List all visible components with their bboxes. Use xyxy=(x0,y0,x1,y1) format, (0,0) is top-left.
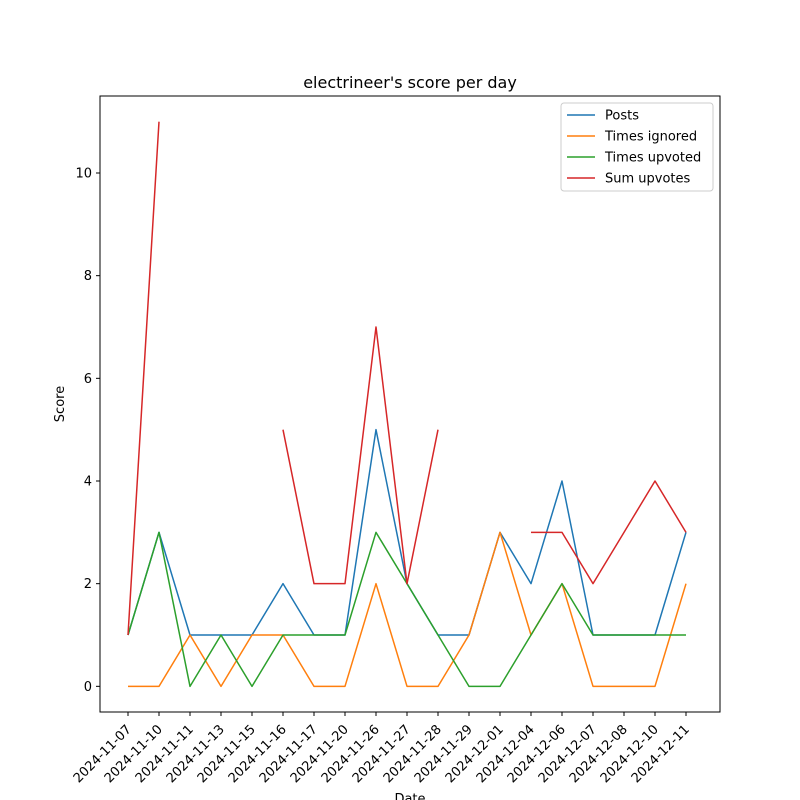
series-line-3 xyxy=(127,531,686,688)
y-tick-label: 0 xyxy=(84,680,92,695)
y-axis-ticks: 0 2 4 6 8 10 xyxy=(75,167,100,695)
plot-frame xyxy=(99,95,721,713)
y-axis-label: Score xyxy=(53,386,68,422)
series-lines xyxy=(127,121,687,688)
y-tick-label: 10 xyxy=(75,167,92,182)
series-line-2 xyxy=(128,531,687,688)
legend-box xyxy=(560,102,714,192)
x-axis-label: Date xyxy=(394,792,425,800)
legend-label: Times upvoted xyxy=(604,151,701,166)
y-tick-label: 2 xyxy=(84,577,92,592)
legend: Posts Times ignored Times upvoted Sum upvot… xyxy=(560,102,714,192)
legend-label: Posts xyxy=(605,109,639,124)
legend-label: Times ignored xyxy=(604,130,697,145)
y-tick-label: 6 xyxy=(84,372,92,387)
x-axis-ticks: 2024-11-072024-11-102024-11-112024-11-13… xyxy=(71,712,693,786)
y-tick-label: 8 xyxy=(84,269,92,284)
y-tick-label: 4 xyxy=(84,475,92,490)
series-line-1 xyxy=(127,428,687,636)
series-line-4 xyxy=(127,121,687,636)
legend-label: Sum upvotes xyxy=(605,172,691,187)
chart-title: electrineer's score per day xyxy=(303,73,517,92)
